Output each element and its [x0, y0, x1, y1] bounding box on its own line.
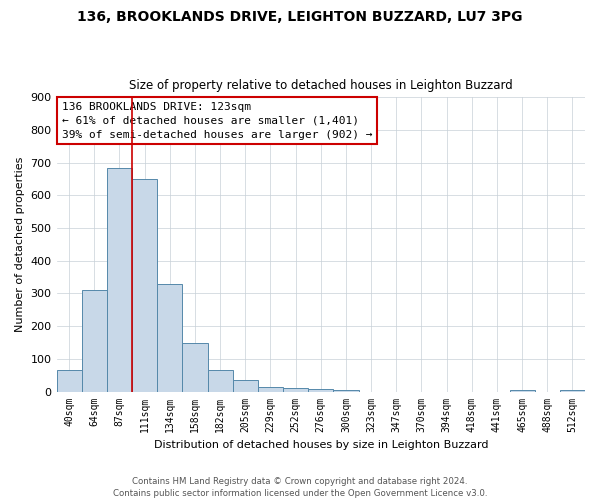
Title: Size of property relative to detached houses in Leighton Buzzard: Size of property relative to detached ho…	[129, 79, 512, 92]
Bar	[208, 370, 233, 392]
Bar	[308, 389, 334, 392]
Text: 136 BROOKLANDS DRIVE: 123sqm
← 61% of detached houses are smaller (1,401)
39% of: 136 BROOKLANDS DRIVE: 123sqm ← 61% of de…	[62, 102, 373, 140]
Bar	[132, 179, 157, 392]
Text: 136, BROOKLANDS DRIVE, LEIGHTON BUZZARD, LU7 3PG: 136, BROOKLANDS DRIVE, LEIGHTON BUZZARD,…	[77, 10, 523, 24]
Bar	[509, 390, 535, 392]
X-axis label: Distribution of detached houses by size in Leighton Buzzard: Distribution of detached houses by size …	[154, 440, 488, 450]
Bar	[182, 342, 208, 392]
Bar	[560, 390, 585, 392]
Text: Contains HM Land Registry data © Crown copyright and database right 2024.
Contai: Contains HM Land Registry data © Crown c…	[113, 476, 487, 498]
Bar	[82, 290, 107, 392]
Bar	[233, 380, 258, 392]
Bar	[283, 388, 308, 392]
Bar	[157, 284, 182, 392]
Bar	[334, 390, 359, 392]
Bar	[56, 370, 82, 392]
Bar	[107, 168, 132, 392]
Y-axis label: Number of detached properties: Number of detached properties	[15, 157, 25, 332]
Bar	[258, 386, 283, 392]
